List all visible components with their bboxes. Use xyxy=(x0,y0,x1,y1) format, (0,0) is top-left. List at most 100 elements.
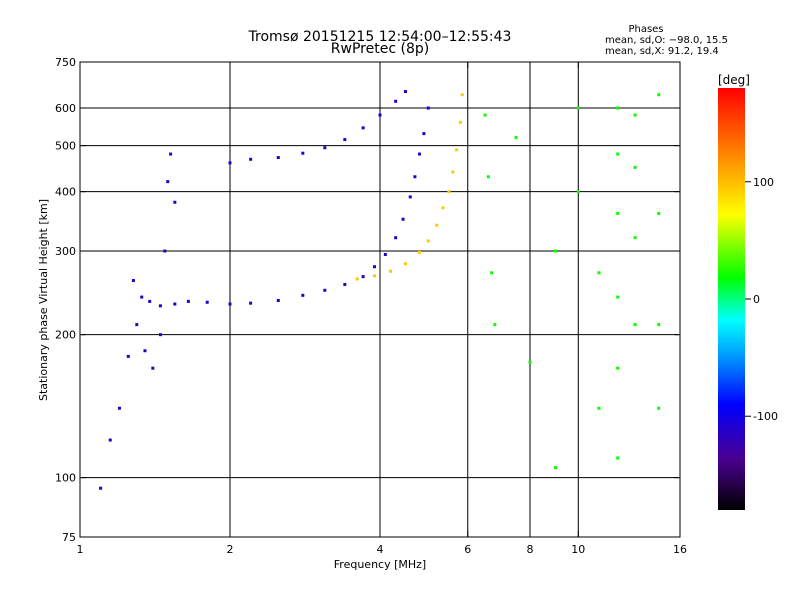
y-tick-label: 750 xyxy=(55,56,76,69)
data-point xyxy=(455,148,459,152)
data-point xyxy=(389,269,393,273)
x-tick-label: 10 xyxy=(571,543,585,556)
data-point xyxy=(301,293,305,297)
data-point xyxy=(657,406,661,410)
data-point xyxy=(343,283,347,287)
grid-lines xyxy=(80,62,680,537)
x-tick-label: 6 xyxy=(464,543,471,556)
axis-ticks xyxy=(79,61,681,538)
y-axis-label: Stationary phase Virtual Height [km] xyxy=(37,199,50,401)
data-point xyxy=(451,170,455,174)
data-point xyxy=(435,223,439,227)
data-point xyxy=(441,206,445,210)
data-points xyxy=(99,90,661,490)
data-point xyxy=(373,265,377,269)
data-point xyxy=(514,136,518,140)
data-point xyxy=(633,113,637,117)
data-point xyxy=(276,156,280,160)
data-point xyxy=(616,106,620,110)
data-point xyxy=(403,262,407,266)
colorbar-tick-label: 0 xyxy=(753,293,760,306)
x-tick-label: 1 xyxy=(77,543,84,556)
data-point xyxy=(417,152,421,156)
data-point xyxy=(163,249,167,253)
data-point xyxy=(186,299,190,303)
data-point xyxy=(276,299,280,303)
y-tick-label: 400 xyxy=(55,186,76,199)
stats-line-o: mean, sd,O: −98.0, 15.5 xyxy=(605,35,728,46)
data-point xyxy=(228,161,232,165)
data-point xyxy=(576,106,580,110)
data-point xyxy=(597,271,601,275)
data-point xyxy=(151,366,155,370)
data-point xyxy=(140,295,144,299)
data-point xyxy=(616,295,620,299)
data-point xyxy=(131,279,135,283)
data-point xyxy=(528,360,532,364)
x-tick-label: 2 xyxy=(227,543,234,556)
data-point xyxy=(616,366,620,370)
data-point xyxy=(166,180,170,184)
data-point xyxy=(117,406,121,410)
y-tick-label: 300 xyxy=(55,245,76,258)
data-point xyxy=(553,249,557,253)
data-point xyxy=(616,152,620,156)
data-point xyxy=(413,175,417,179)
data-point xyxy=(249,157,253,161)
x-tick-label: 4 xyxy=(377,543,384,556)
data-point xyxy=(158,304,162,308)
data-point xyxy=(633,323,637,327)
data-point xyxy=(158,333,162,337)
colorbar-ticks: -100 0 100 xyxy=(745,176,778,423)
data-point xyxy=(490,271,494,275)
stats-line-x: mean, sd,X: 91.2, 19.4 xyxy=(605,46,719,57)
data-point xyxy=(597,406,601,410)
x-axis-label: Frequency [MHz] xyxy=(334,558,426,571)
data-point xyxy=(401,217,405,221)
data-point xyxy=(657,211,661,215)
data-point xyxy=(408,195,412,199)
data-point xyxy=(394,99,398,103)
data-point xyxy=(126,354,130,358)
data-point xyxy=(553,466,557,470)
data-point xyxy=(486,175,490,179)
stats-heading: Phases xyxy=(628,24,663,35)
data-point xyxy=(361,275,365,279)
data-point xyxy=(323,288,327,292)
data-point xyxy=(493,323,497,327)
data-point xyxy=(633,236,637,240)
data-point xyxy=(657,93,661,97)
data-point xyxy=(99,486,103,490)
colorbar xyxy=(718,88,745,510)
y-tick-label: 100 xyxy=(55,472,76,485)
data-point xyxy=(616,211,620,215)
data-point xyxy=(228,302,232,306)
data-point xyxy=(458,120,462,124)
y-tick-label: 75 xyxy=(62,531,76,544)
data-point xyxy=(576,190,580,194)
data-point xyxy=(378,113,382,117)
data-point xyxy=(343,138,347,142)
data-point xyxy=(426,106,430,110)
data-point xyxy=(135,323,139,327)
x-tick-label: 16 xyxy=(673,543,687,556)
data-point xyxy=(383,252,387,256)
data-point xyxy=(108,438,112,442)
data-point xyxy=(301,151,305,155)
data-point xyxy=(143,349,147,353)
data-point xyxy=(173,200,177,204)
data-point xyxy=(361,126,365,130)
y-tick-label: 200 xyxy=(55,329,76,342)
y-tick-label: 500 xyxy=(55,140,76,153)
data-point xyxy=(426,239,430,243)
data-point xyxy=(417,250,421,254)
data-point xyxy=(373,274,377,278)
y-tick-label: 600 xyxy=(55,102,76,115)
data-point xyxy=(447,190,451,194)
data-point xyxy=(483,113,487,117)
data-point xyxy=(169,152,173,156)
chart-title: Tromsø 20151215 12:54:00–12:55:43 xyxy=(248,29,512,45)
data-point xyxy=(657,323,661,327)
